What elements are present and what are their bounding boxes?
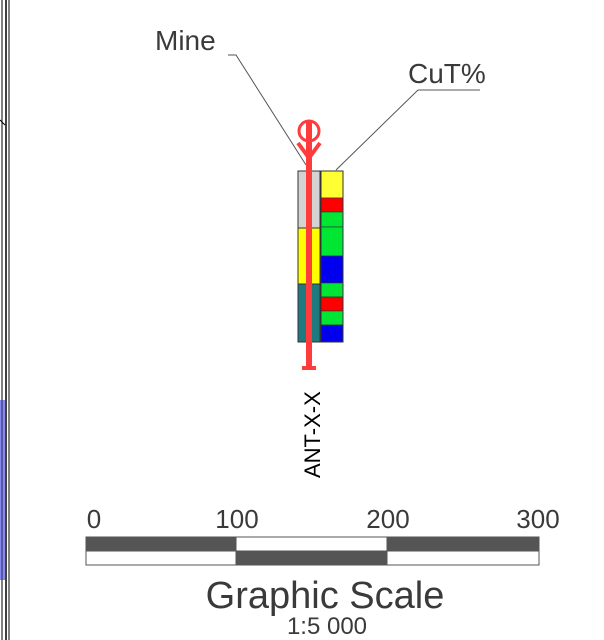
cut-column-outline	[320, 170, 344, 343]
drill-trace	[296, 119, 322, 370]
cut-grade-interval	[320, 197, 344, 213]
cut-grade-interval	[320, 324, 344, 343]
arrow-head-icon	[296, 141, 322, 160]
mine-leader-line	[228, 54, 307, 166]
cut-grade-interval	[320, 211, 344, 228]
scale-bar	[85, 536, 540, 566]
cut-label: CuT%	[408, 58, 486, 89]
mine-label: Mine	[155, 25, 216, 56]
cut-grade-column	[320, 170, 344, 343]
cut-grade-interval	[320, 310, 344, 326]
cut-grade-interval	[320, 296, 344, 312]
hole-id-label: ANT-X-X	[300, 391, 325, 478]
left-frame	[0, 0, 10, 640]
scale-tick-200: 200	[366, 504, 409, 534]
cut-grade-interval	[320, 282, 344, 298]
cut-grade-interval	[320, 226, 344, 257]
cut-grade-interval	[320, 255, 344, 284]
cut-grade-interval	[320, 170, 344, 199]
graphic-scale: 0 100 200 300 Graphic Scale 1:5 000	[85, 504, 560, 640]
scale-tick-300: 300	[516, 504, 559, 534]
scale-title: Graphic Scale	[206, 575, 445, 617]
scale-tick-0: 0	[87, 504, 101, 534]
cut-leader-line	[335, 89, 480, 171]
scale-ratio: 1:5 000	[287, 613, 367, 640]
scale-tick-100: 100	[215, 504, 258, 534]
